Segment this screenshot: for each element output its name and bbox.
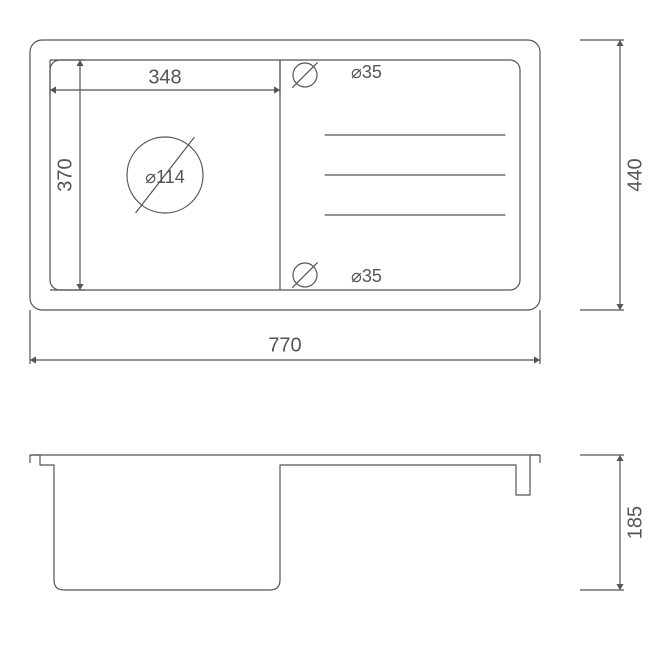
tap-diameter-label: ⌀35 (351, 62, 382, 82)
overall-width-label: 770 (268, 334, 301, 356)
basin-height-label: 370 (54, 158, 76, 191)
side-height-label: 185 (624, 506, 646, 539)
overall-height-label: 440 (624, 158, 646, 191)
tap-diameter-label: ⌀35 (351, 266, 382, 286)
basin-width-label: 348 (148, 66, 181, 88)
drain-diameter-label: ⌀114 (145, 167, 185, 187)
